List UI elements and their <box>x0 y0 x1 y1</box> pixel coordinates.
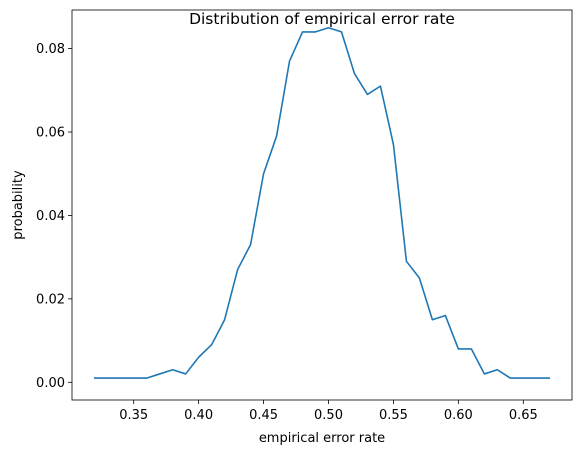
series-line <box>93 26 551 379</box>
x-tick-label: 0.65 <box>509 408 538 423</box>
x-tick-label: 0.60 <box>444 408 473 423</box>
x-tick-label: 0.55 <box>379 408 408 423</box>
y-tick-label: 0.02 <box>36 292 65 307</box>
x-tick-label: 0.50 <box>314 408 343 423</box>
y-axis: 0.00 0.02 0.04 0.06 0.08 <box>36 42 72 391</box>
y-tick-label: 0.00 <box>36 376 65 391</box>
plot-frame <box>71 9 573 401</box>
x-tick-label: 0.35 <box>119 408 148 423</box>
chart-title: Distribution of empirical error rate <box>189 10 455 28</box>
x-axis-label: empirical error rate <box>259 431 385 446</box>
y-tick-label: 0.08 <box>36 42 65 57</box>
x-tick-label: 0.45 <box>249 408 278 423</box>
y-axis-label: probability <box>11 170 26 240</box>
y-tick-label: 0.06 <box>36 126 65 141</box>
x-axis: 0.35 0.40 0.45 0.50 0.55 0.60 0.65 <box>119 400 538 423</box>
x-tick-label: 0.40 <box>184 408 213 423</box>
y-tick-label: 0.04 <box>36 209 65 224</box>
series-layer <box>93 26 551 379</box>
plot-area <box>71 9 573 401</box>
